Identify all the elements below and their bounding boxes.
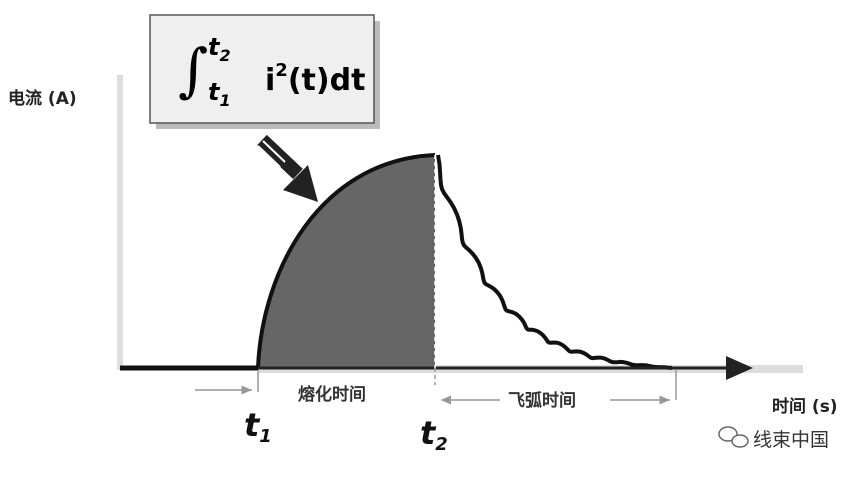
melting-time: 熔化时间 (298, 384, 366, 405)
watermark: 线束中国 (753, 429, 829, 451)
arcing-time: 飞弧时间 (508, 390, 576, 411)
decay-curve (436, 154, 673, 370)
rise-curve (256, 153, 436, 369)
integral-sign: ∫ (178, 36, 208, 104)
t1-label: t1 (244, 406, 272, 447)
integrand: i2(t)dt (265, 60, 365, 98)
formula-box (149, 14, 375, 124)
t2-label: t2 (420, 414, 448, 455)
watermark-icon (718, 426, 749, 448)
melting-area (258, 155, 435, 368)
x-axis-label: 时间 (s) (772, 396, 838, 417)
upper-limit: t2 (208, 33, 231, 65)
y-axis-label: 电流 (A) (8, 88, 77, 109)
pointer-arrow (257, 134, 318, 202)
lower-limit: t1 (208, 78, 231, 110)
